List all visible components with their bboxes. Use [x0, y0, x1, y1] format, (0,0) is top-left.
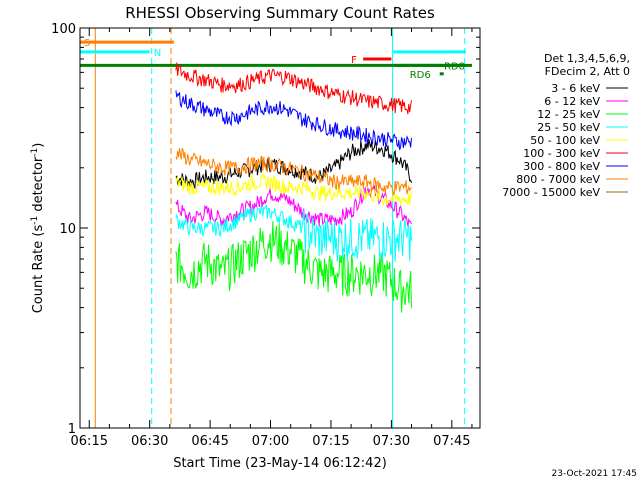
legend-entry-label: 12 - 25 keV	[537, 108, 600, 121]
y-axis-label-sup2: -1	[30, 148, 40, 157]
series-line-0	[175, 139, 412, 190]
flag-label-f: F	[351, 55, 357, 66]
x-tick-label: 06:45	[191, 434, 228, 449]
legend-entry-label: 6 - 12 keV	[544, 95, 600, 108]
footer-date: 23-Oct-2021 17:45	[552, 469, 637, 479]
legend-entry-label: 3 - 6 keV	[551, 82, 600, 95]
series-line-2	[175, 221, 412, 313]
y-tick-label: 10	[59, 222, 76, 237]
y-tick-label: 1	[68, 422, 76, 437]
flag-label-rd8: RD8	[444, 61, 465, 72]
x-axis-label: Start Time (23-May-14 06:12:42)	[173, 456, 387, 471]
legend-entry-label: 800 - 7000 keV	[516, 173, 600, 186]
series-line-3	[175, 204, 412, 263]
legend-header-line: Det 1,3,4,5,6,9,	[544, 52, 630, 65]
legend-entry-label: 300 - 800 keV	[523, 160, 600, 173]
x-tick-label: 07:15	[312, 434, 349, 449]
plot-area: S N F RD6 RD8	[80, 28, 472, 428]
series-line-4	[175, 173, 412, 207]
series-line-5	[175, 62, 412, 115]
y-axis-label-tail: detector	[31, 156, 46, 216]
axes: 1 10 100 06:15 06:30 06:45 07:00 07:15 07:30 07:4…	[51, 22, 481, 449]
legend-entry-label: 50 - 100 keV	[530, 134, 600, 147]
y-axis-label-main: Count Rate (s	[31, 225, 46, 314]
y-tick-label: 100	[51, 22, 76, 37]
x-tick-label: 06:30	[131, 434, 168, 449]
series-line-7	[175, 147, 412, 196]
flag-label-n: N	[154, 48, 161, 59]
y-axis-label-sup1: -1	[30, 216, 40, 225]
flag-label-s: S	[84, 38, 90, 49]
plot-frame	[79, 27, 481, 429]
legend-entry-label: 100 - 300 keV	[523, 147, 600, 160]
legend-entry-label: 25 - 50 keV	[537, 121, 600, 134]
x-tick-label: 07:45	[433, 434, 470, 449]
x-tick-label: 07:30	[373, 434, 410, 449]
flag-label-rd6: RD6	[410, 70, 431, 81]
x-tick-label: 06:15	[71, 434, 108, 449]
x-tick-label: 07:00	[252, 434, 289, 449]
y-axis-label-end: )	[31, 143, 46, 148]
chart-title: RHESSI Observing Summary Count Rates	[125, 4, 435, 22]
legend: Det 1,3,4,5,6,9,FDecim 2, Att 0 3 - 6 keV…	[502, 52, 630, 199]
legend-entry-label: 7000 - 15000 keV	[502, 186, 600, 199]
y-axis-label: Count Rate (s-1 detector-1)	[30, 143, 46, 314]
series-line-6	[175, 90, 412, 151]
legend-header-line: FDecim 2, Att 0	[545, 65, 630, 78]
